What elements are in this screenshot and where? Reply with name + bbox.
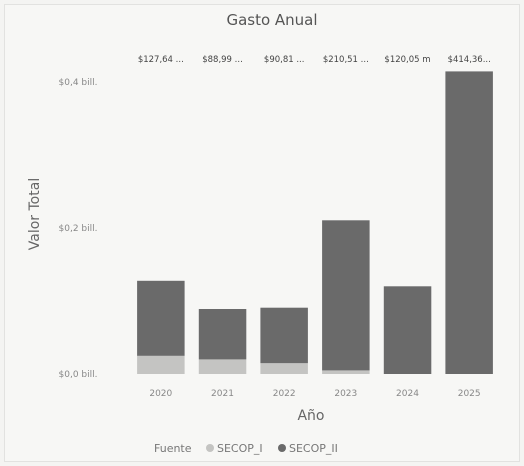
bar-secop-i-2020[interactable] [137,355,185,374]
x-tick-2022: 2022 [273,389,296,399]
data-label-2021: $88,99 ... [202,55,243,65]
y-tick-0: $0,0 bill. [59,370,98,380]
legend-label-secop-i[interactable]: SECOP_I [217,442,263,455]
y-tick-400: $0,4 bill. [59,78,98,88]
bar-secop-ii-2021[interactable] [198,309,247,360]
x-axis-ticks: 2020 2021 2022 2023 2024 2025 [149,389,480,399]
legend: Fuente SECOP_I SECOP_II [154,442,338,455]
x-tick-2020: 2020 [149,389,172,399]
x-tick-2023: 2023 [334,389,357,399]
data-label-2022: $90,81 ... [264,55,305,65]
bars [137,71,493,375]
x-tick-2021: 2021 [211,389,234,399]
x-axis-title: Año [297,408,324,424]
data-label-2023: $210,51 ... [323,55,369,65]
data-labels: $127,64 ... $88,99 ... $90,81 ... $210,51 .… [138,55,491,65]
y-axis-title: Valor Total [27,178,43,250]
legend-title: Fuente [154,442,192,455]
bar-secop-i-2023[interactable] [322,370,370,374]
chart-title: Gasto Anual [226,11,317,29]
bar-secop-ii-2020[interactable] [137,280,185,356]
bar-secop-ii-2024[interactable] [383,286,432,374]
y-tick-200: $0,2 bill. [59,224,98,234]
legend-marker-secop-i[interactable] [206,444,214,452]
data-label-2024: $120,05 m [384,55,430,65]
bar-secop-ii-2025[interactable] [445,71,493,375]
bar-secop-i-2022[interactable] [260,363,308,374]
bar-secop-i-2021[interactable] [198,359,247,374]
x-tick-2025: 2025 [458,389,481,399]
bar-secop-ii-2022[interactable] [260,307,308,364]
legend-label-secop-ii[interactable]: SECOP_II [289,442,338,455]
data-label-2020: $127,64 ... [138,55,184,65]
bar-secop-ii-2023[interactable] [322,220,370,371]
chart-frame [4,4,520,462]
data-label-2025: $414,36... [448,55,491,65]
legend-marker-secop-ii[interactable] [278,444,286,452]
y-axis-ticks: $0,0 bill. $0,2 bill. $0,4 bill. [59,78,98,380]
x-tick-2024: 2024 [396,389,419,399]
